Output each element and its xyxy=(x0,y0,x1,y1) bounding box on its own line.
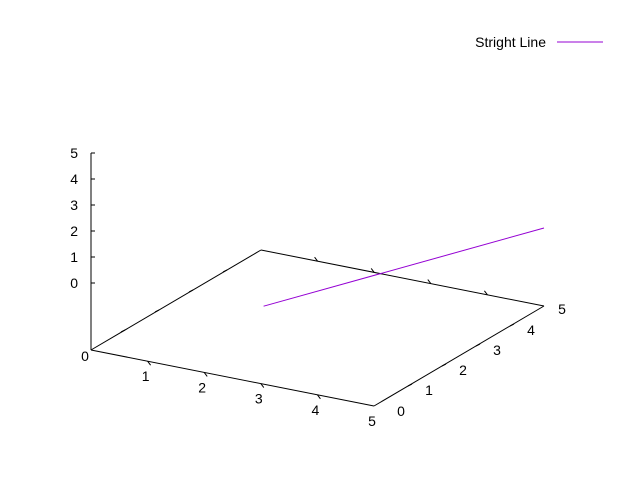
x-tick-label: 0 xyxy=(81,348,89,364)
left-edge xyxy=(90,249,262,351)
x-tick-label: 5 xyxy=(368,413,376,429)
legend-label-stright-line: Stright Line xyxy=(475,34,546,50)
z-tick-label: 0 xyxy=(70,275,78,291)
y-tick-mark-back xyxy=(222,269,228,273)
y-tick-mark-back xyxy=(154,309,160,313)
ticks-layer: 0 1 2 3 4 5 0 1 2 3 4 5 0 1 2 3 4 5 xyxy=(70,145,566,429)
x-tick-label: 1 xyxy=(142,368,150,384)
x-tick-mark xyxy=(260,383,265,388)
x-axis-front-edge xyxy=(90,349,375,407)
x-tick-label: 4 xyxy=(312,402,320,418)
z-tick-label: 2 xyxy=(70,223,78,239)
x-tick-mark-back xyxy=(314,256,319,262)
y-tick-label: 4 xyxy=(527,322,535,338)
x-tick-mark-back xyxy=(483,290,488,296)
base-plane-layer xyxy=(90,249,545,407)
z-tick-label: 5 xyxy=(70,145,78,161)
series-line-stright-line xyxy=(263,227,545,307)
x-tick-mark-back xyxy=(370,268,375,273)
y-tick-label: 2 xyxy=(459,362,467,378)
x-tick-mark xyxy=(203,372,208,377)
y-tick-mark xyxy=(441,363,447,367)
x-tick-mark xyxy=(316,394,321,400)
y-tick-label: 0 xyxy=(397,403,405,419)
back-edge xyxy=(260,249,545,307)
y-tick-label: 5 xyxy=(558,301,566,317)
series-layer xyxy=(263,227,545,307)
y-axis-right-edge xyxy=(373,305,545,407)
legend: Stright Line xyxy=(475,34,603,50)
y-tick-mark xyxy=(509,323,515,327)
y-tick-label: 1 xyxy=(425,382,433,398)
x-tick-label: 2 xyxy=(198,379,206,395)
y-tick-mark xyxy=(475,343,481,347)
y-tick-mark xyxy=(407,383,413,387)
y-tick-mark-back xyxy=(120,329,126,333)
y-tick-label: 3 xyxy=(493,342,501,358)
x-tick-label: 3 xyxy=(255,391,263,407)
z-tick-label: 1 xyxy=(70,249,78,265)
z-tick-label: 4 xyxy=(70,171,78,187)
y-tick-mark-back xyxy=(188,289,194,293)
z-tick-label: 3 xyxy=(70,197,78,213)
x-tick-mark-back xyxy=(427,279,432,284)
x-tick-mark xyxy=(147,360,152,366)
